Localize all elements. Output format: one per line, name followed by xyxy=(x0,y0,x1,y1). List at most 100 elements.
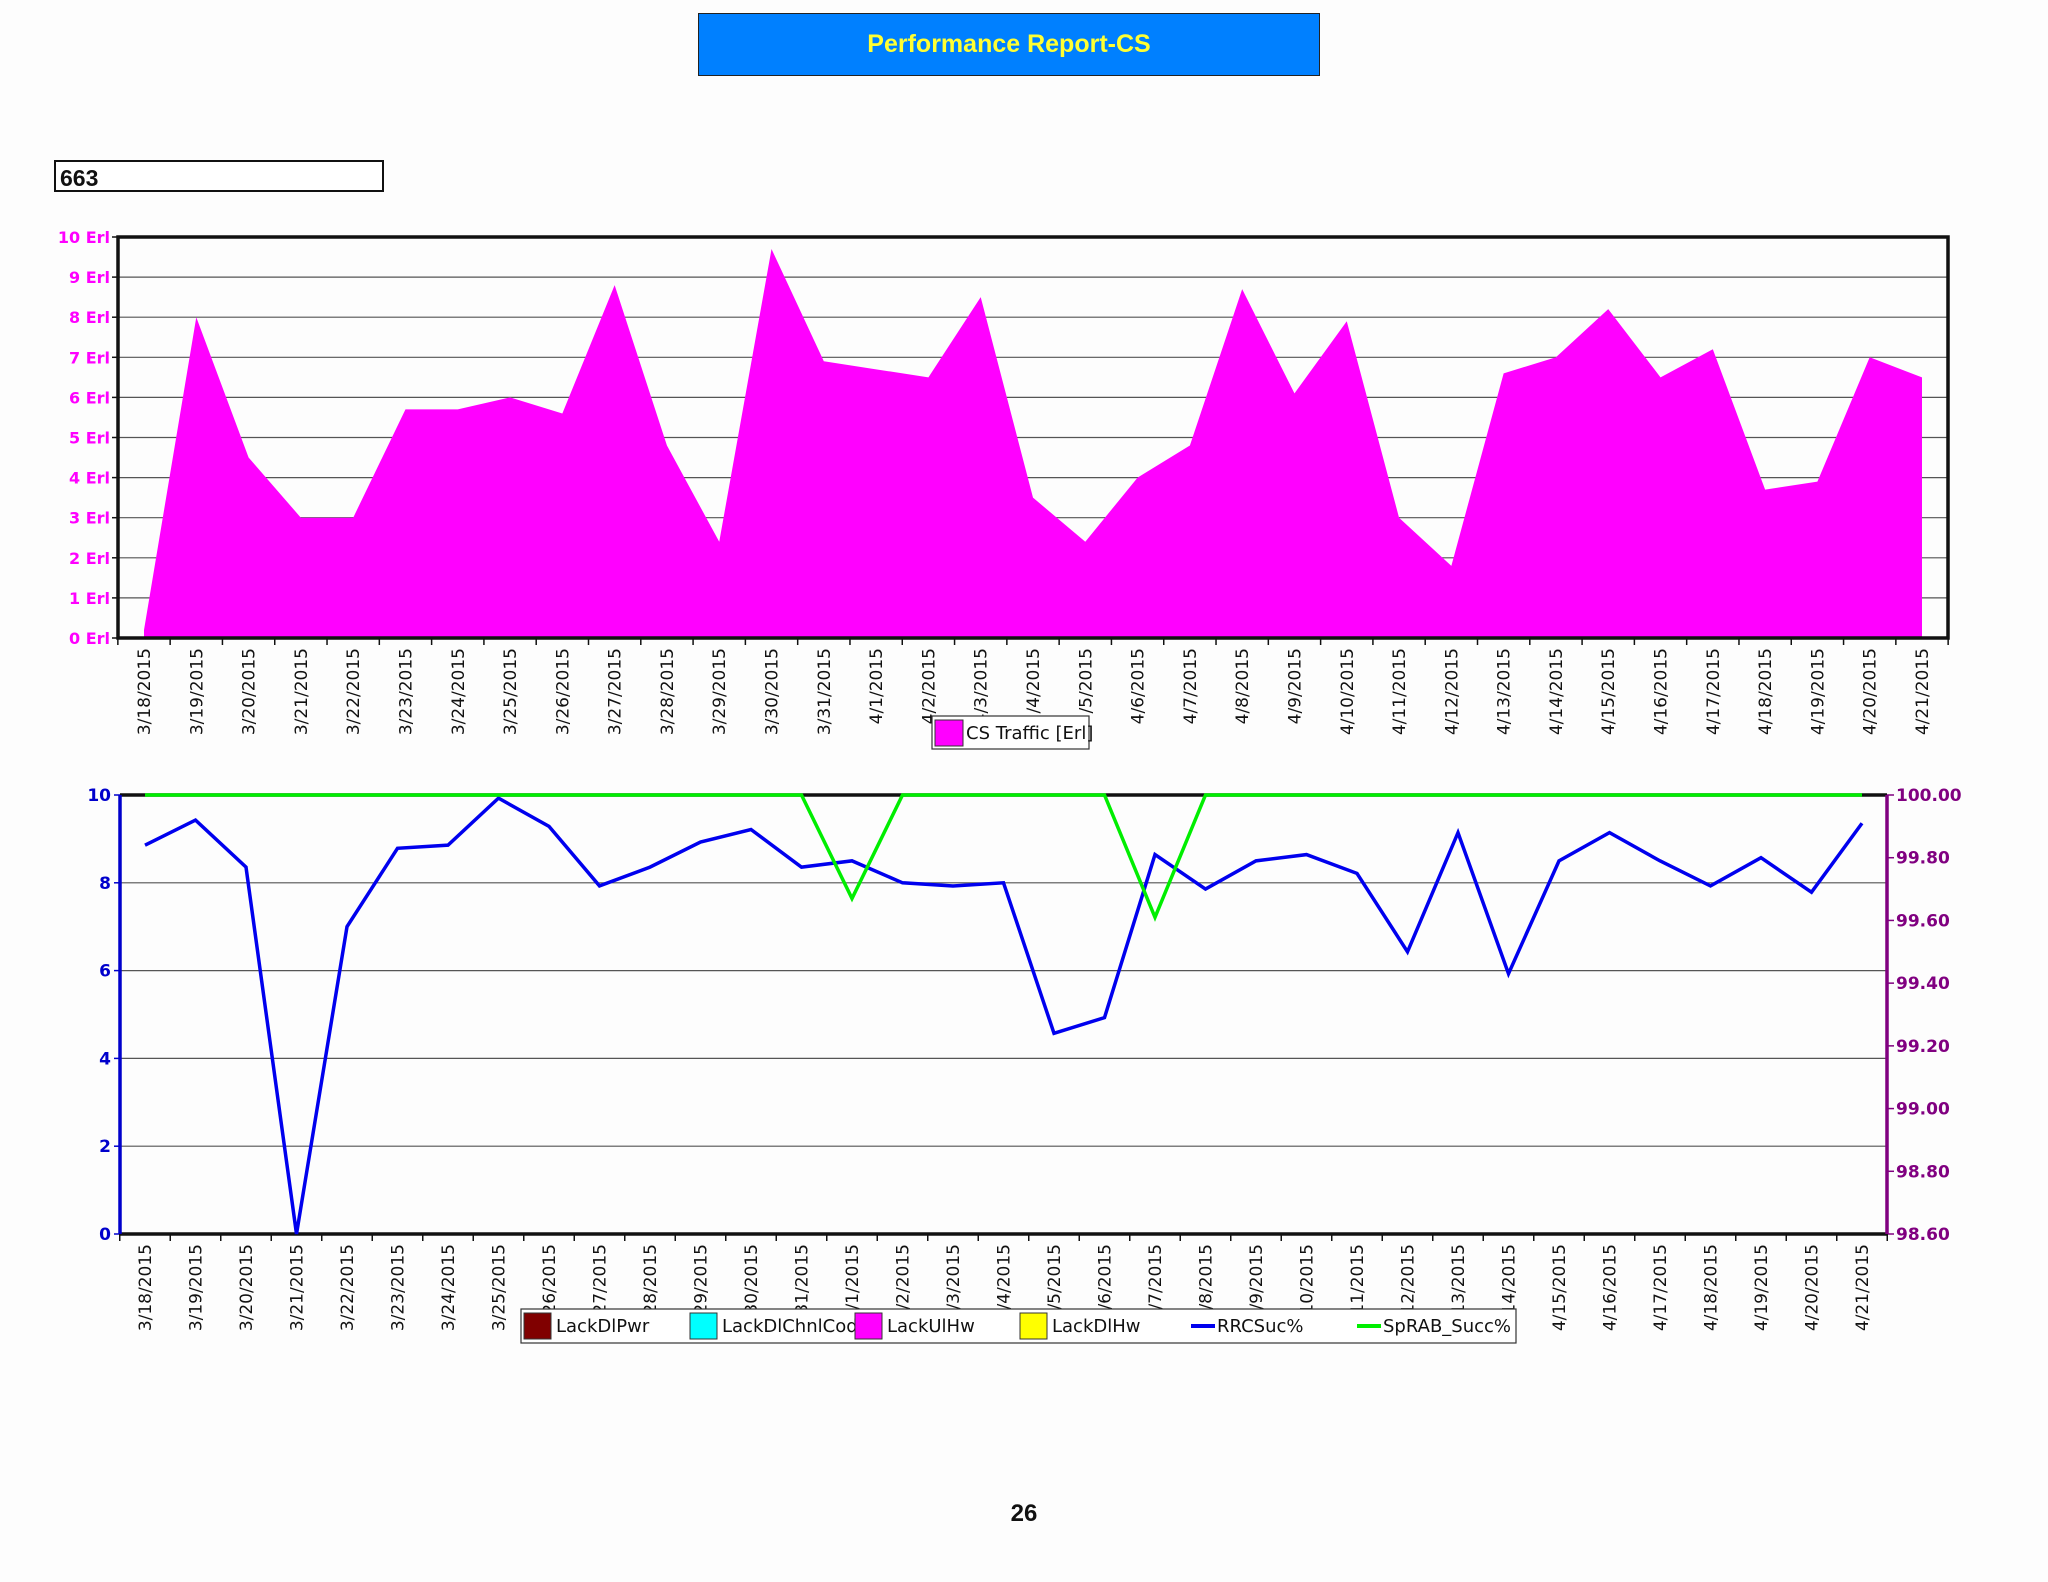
x-tick-label: 3/28/2015 xyxy=(658,648,678,735)
x-tick-label: 4/17/2015 xyxy=(1704,648,1724,735)
x-tick-label: /4/2015 xyxy=(1024,648,1044,714)
x-tick-label: 4/18/2015 xyxy=(1756,648,1776,735)
x-tick-label: 3/26/2015 xyxy=(553,648,573,735)
legend-label: LackDlPwr xyxy=(556,1316,650,1337)
report-title: Performance Report-CS xyxy=(698,13,1320,76)
right-y-tick-label: 99.40 xyxy=(1896,974,1950,994)
x-tick-label: /9/2015 xyxy=(1247,1244,1267,1310)
y-tick-label: 1 Erl xyxy=(69,589,110,608)
right-y-tick-label: 99.20 xyxy=(1896,1037,1950,1057)
x-tick-label: 4/20/2015 xyxy=(1803,1244,1823,1331)
legend-swatch xyxy=(689,1312,718,1340)
x-tick-label: 3/31/2015 xyxy=(815,648,835,735)
left-y-tick-label: 10 xyxy=(87,786,111,806)
y-tick-label: 0 Erl xyxy=(69,629,110,648)
x-tick-label: 3/25/2015 xyxy=(501,648,521,735)
x-tick-label: 31/2015 xyxy=(793,1244,813,1315)
right-y-tick-label: 99.60 xyxy=(1896,911,1950,931)
x-tick-label: 4/14/2015 xyxy=(1547,648,1567,735)
x-tick-label: 4/3/2015 xyxy=(972,648,992,724)
x-tick-label: 13/2015 xyxy=(1449,1244,1469,1315)
page-number: 26 xyxy=(1010,1500,1038,1527)
x-tick-label: 3/24/2015 xyxy=(439,1244,459,1331)
x-tick-label: /7/2015 xyxy=(1146,1244,1166,1310)
x-tick-label: 3/18/2015 xyxy=(135,648,155,735)
left-y-tick-label: 8 xyxy=(99,874,111,894)
x-tick-label: 4/10/2015 xyxy=(1338,648,1358,735)
legend-label: RRCSuc% xyxy=(1217,1316,1304,1337)
cs-traffic-area xyxy=(144,249,1922,638)
y-tick-label: 6 Erl xyxy=(69,388,110,407)
legend-label: CS Traffic [Erl] xyxy=(966,723,1093,744)
x-tick-label: 3/27/2015 xyxy=(606,648,626,735)
x-tick-label: 3/21/2015 xyxy=(288,1244,308,1331)
x-tick-label: 4/15/2015 xyxy=(1550,1244,1570,1331)
x-tick-label: 4/20/2015 xyxy=(1861,648,1881,735)
plot-frame xyxy=(116,235,1950,640)
x-tick-label: 27/2015 xyxy=(591,1244,611,1315)
x-tick-label: 3/21/2015 xyxy=(292,648,312,735)
x-tick-label: 3/20/2015 xyxy=(240,648,260,735)
right-y-tick-label: 99.80 xyxy=(1896,849,1950,869)
x-tick-label: 3/18/2015 xyxy=(136,1244,156,1331)
legend-swatch xyxy=(854,1312,883,1340)
x-tick-label: 26/2015 xyxy=(540,1244,560,1315)
x-tick-label: 4/21/2015 xyxy=(1913,648,1933,735)
x-tick-label: 4/18/2015 xyxy=(1702,1244,1722,1331)
x-tick-label: 10/2015 xyxy=(1298,1244,1318,1315)
x-tick-label: /2/2015 xyxy=(894,1244,914,1310)
x-tick-label: 30/2015 xyxy=(742,1244,762,1315)
left-y-tick-label: 2 xyxy=(99,1137,111,1157)
x-tick-label: 4/13/2015 xyxy=(1495,648,1515,735)
x-tick-label: 4/6/2015 xyxy=(1129,648,1149,724)
sprab-succ-line xyxy=(145,793,1862,922)
x-tick-label: 4/16/2015 xyxy=(1601,1244,1621,1331)
legend-swatch xyxy=(523,1312,552,1340)
x-tick-label: 4/7/2015 xyxy=(1181,648,1201,724)
right-y-tick-label: 98.60 xyxy=(1896,1225,1950,1245)
x-tick-label: 3/22/2015 xyxy=(338,1244,358,1331)
x-tick-label: /6/2015 xyxy=(1096,1244,1116,1310)
x-tick-label: 3/23/2015 xyxy=(396,648,416,735)
x-tick-label: /5/2015 xyxy=(1045,1244,1065,1310)
x-tick-label: 4/21/2015 xyxy=(1853,1244,1873,1331)
success-rate-chart: 0 2 4 6 8 10 98.60 98.80 99.00 99.20 99.40 99.60 99.… xyxy=(87,786,1962,1344)
left-y-tick-label: 0 xyxy=(99,1225,111,1245)
x-tick-label: 3/25/2015 xyxy=(490,1244,510,1331)
x-tick-label: 4/11/2015 xyxy=(1390,648,1410,735)
left-y-tick-label: 4 xyxy=(99,1049,111,1069)
x-tick-label: 3/24/2015 xyxy=(449,648,469,735)
x-tick-label: 4/1/2015 xyxy=(867,648,887,724)
x-tick-label: 4/16/2015 xyxy=(1652,648,1672,735)
x-tick-label: 3/19/2015 xyxy=(187,648,207,735)
legend-swatch xyxy=(1019,1312,1048,1340)
legend-label: LackUlHw xyxy=(887,1316,975,1337)
legend-label: LackDlChnlCode xyxy=(722,1316,869,1337)
x-tick-label: /1/2015 xyxy=(843,1244,863,1310)
cs-traffic-chart: 0 Erl 1 Erl 2 Erl 3 Erl 4 Erl 5 Erl 6 Erl 7 Erl… xyxy=(58,228,1950,750)
x-tick-label: 4/8/2015 xyxy=(1233,648,1253,724)
x-tick-label: 3/19/2015 xyxy=(187,1244,207,1331)
right-y-tick-label: 99.00 xyxy=(1896,1100,1950,1120)
x-tick-label: 12/2015 xyxy=(1399,1244,1419,1315)
y-tick-label: 8 Erl xyxy=(69,308,110,327)
x-tick-label: /5/2015 xyxy=(1076,648,1096,714)
x-tick-label: 4/12/2015 xyxy=(1442,648,1462,735)
legend-label: LackDlHw xyxy=(1052,1316,1141,1337)
x-tick-label: 4/17/2015 xyxy=(1651,1244,1671,1331)
x-tick-label: 4/19/2015 xyxy=(1752,1244,1772,1331)
legend-label: SpRAB_Succ% xyxy=(1383,1316,1511,1337)
x-tick-label: /4/2015 xyxy=(995,1244,1015,1310)
x-tick-label: 28/2015 xyxy=(641,1244,661,1315)
x-tick-label: 3/20/2015 xyxy=(237,1244,257,1331)
left-y-tick-label: 6 xyxy=(99,962,111,982)
x-tick-label: 4/19/2015 xyxy=(1808,648,1828,735)
x-tick-label: 4/9/2015 xyxy=(1285,648,1305,724)
site-id-field: 663 xyxy=(54,160,384,192)
x-tick-label: 4/2/2015 xyxy=(919,648,939,724)
y-tick-label: 9 Erl xyxy=(69,268,110,287)
x-tick-label: 3/29/2015 xyxy=(710,648,730,735)
x-tick-label: 11/2015 xyxy=(1348,1244,1368,1315)
legend-box xyxy=(520,1308,1517,1344)
